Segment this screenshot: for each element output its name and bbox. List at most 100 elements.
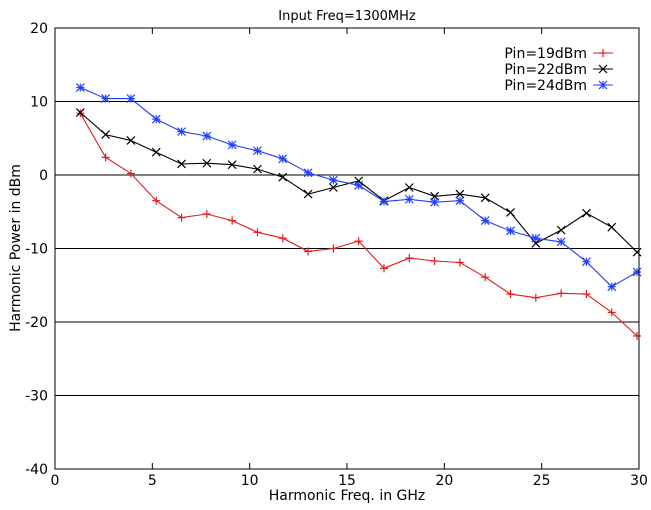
data-point xyxy=(607,282,617,292)
data-point xyxy=(177,127,186,137)
y-tick-label: 20 xyxy=(30,21,48,37)
data-point xyxy=(607,308,616,317)
gridlines xyxy=(55,101,639,396)
data-point xyxy=(607,222,617,232)
data-point xyxy=(304,247,313,256)
data-point xyxy=(557,289,566,298)
data-point xyxy=(379,264,388,273)
data-point-stroke xyxy=(480,216,490,225)
legend-marker-stroke xyxy=(598,80,608,90)
data-point-stroke xyxy=(328,183,338,192)
data-point xyxy=(354,237,363,246)
data-point xyxy=(480,216,490,225)
series-0 xyxy=(76,109,642,340)
data-point xyxy=(152,196,161,205)
data-point-stroke xyxy=(607,222,617,232)
legend-label: Pin=24dBm xyxy=(504,78,587,94)
legend-marker xyxy=(598,80,608,90)
data-point-stroke xyxy=(253,146,262,156)
x-tick-label: 5 xyxy=(148,473,157,489)
data-point xyxy=(177,159,186,169)
x-tick-label: 15 xyxy=(338,473,356,489)
data-point-stroke xyxy=(506,226,515,236)
data-point-stroke xyxy=(303,189,313,199)
data-point xyxy=(101,130,111,139)
data-point xyxy=(506,290,515,299)
data-point xyxy=(328,183,338,192)
series-2 xyxy=(75,83,642,292)
data-point xyxy=(253,146,262,156)
data-point xyxy=(582,257,591,267)
data-point xyxy=(556,225,566,235)
data-point xyxy=(253,164,262,174)
data-point xyxy=(227,140,237,150)
data-point-stroke xyxy=(177,159,186,169)
data-point-stroke xyxy=(379,197,389,206)
data-point-stroke xyxy=(126,136,136,145)
data-point xyxy=(75,108,85,117)
data-point xyxy=(582,208,591,218)
data-point xyxy=(404,183,414,192)
data-point xyxy=(506,226,515,236)
series-layer xyxy=(75,83,642,340)
data-point-stroke xyxy=(506,208,515,217)
data-point xyxy=(227,160,237,170)
data-point xyxy=(126,136,136,145)
data-point-stroke xyxy=(101,130,111,139)
data-point-stroke xyxy=(227,140,237,150)
data-point xyxy=(278,172,288,182)
data-point xyxy=(481,273,490,282)
x-tick-label: 30 xyxy=(630,473,648,489)
data-point xyxy=(405,254,414,263)
data-point xyxy=(379,197,389,206)
data-point-stroke xyxy=(480,193,490,203)
data-point xyxy=(278,154,288,164)
data-point-stroke xyxy=(531,233,541,243)
data-point xyxy=(455,189,465,199)
data-point-stroke xyxy=(404,183,414,192)
data-point xyxy=(354,176,364,186)
data-point xyxy=(126,169,135,178)
y-tick-label: -10 xyxy=(25,242,48,258)
data-point-stroke xyxy=(202,131,212,141)
data-point xyxy=(480,193,490,203)
data-point-stroke xyxy=(632,267,642,277)
data-point-stroke xyxy=(607,282,617,292)
data-point xyxy=(404,194,414,204)
data-point-stroke xyxy=(328,175,338,185)
data-point xyxy=(151,114,161,124)
legend-marker-stroke xyxy=(598,64,608,74)
data-point xyxy=(632,247,642,257)
x-tick-label: 10 xyxy=(241,473,259,489)
data-point-stroke xyxy=(278,154,288,164)
data-point xyxy=(126,94,136,103)
data-point-stroke xyxy=(126,94,136,103)
data-point xyxy=(303,168,313,178)
data-point-stroke xyxy=(151,147,161,157)
data-point xyxy=(531,293,540,302)
data-point-stroke xyxy=(556,225,566,235)
data-point-stroke xyxy=(202,158,212,168)
data-point-stroke xyxy=(556,237,566,247)
data-point-stroke xyxy=(582,257,591,267)
y-tick-label: -30 xyxy=(25,389,48,405)
x-tick-label: 0 xyxy=(51,473,60,489)
data-point-stroke xyxy=(151,114,161,124)
chart-title: Input Freq=1300MHz xyxy=(278,9,416,24)
data-point xyxy=(101,94,111,103)
data-point-stroke xyxy=(632,247,642,257)
data-point xyxy=(75,83,85,92)
y-tick-label: 10 xyxy=(30,95,48,111)
data-point xyxy=(202,158,212,168)
data-point xyxy=(101,153,110,162)
data-point-stroke xyxy=(177,127,186,137)
data-point xyxy=(582,290,591,299)
y-tick-label: 0 xyxy=(39,168,48,184)
data-point xyxy=(329,244,338,253)
data-point-stroke xyxy=(278,172,288,182)
data-point xyxy=(354,180,364,190)
data-point xyxy=(506,208,515,217)
